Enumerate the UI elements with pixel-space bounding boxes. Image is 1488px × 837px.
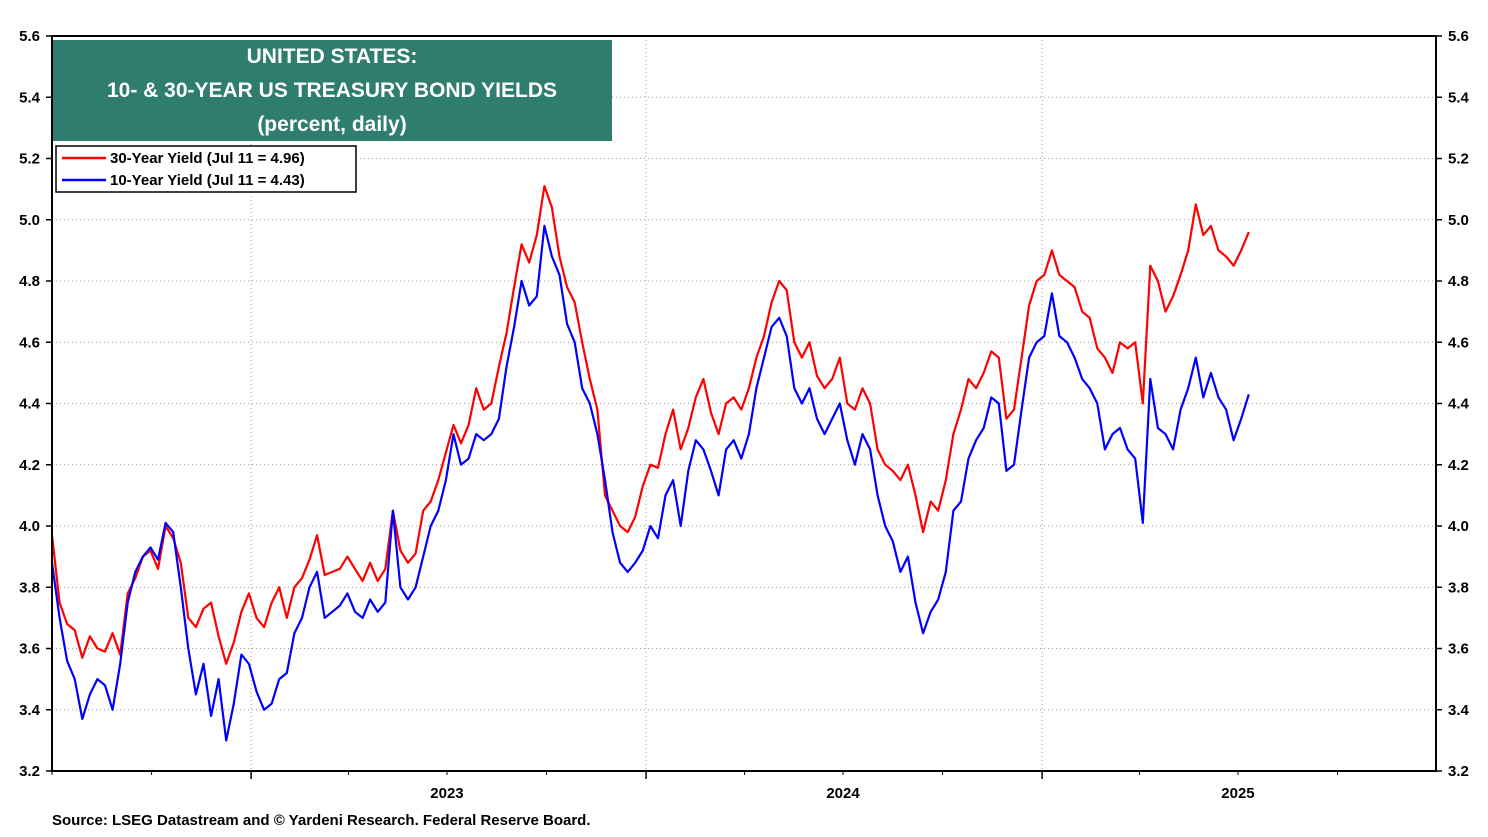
y-tick-label-left: 5.4 [19, 89, 41, 106]
title-box: UNITED STATES: 10- & 30-YEAR US TREASURY… [53, 40, 612, 141]
y-tick-label-right: 3.6 [1448, 641, 1469, 658]
x-tick-label: 2023 [430, 785, 463, 802]
y-tick-label-left: 5.2 [19, 151, 40, 168]
y-tick-label-right: 3.4 [1448, 702, 1470, 719]
y-tick-label-right: 4.0 [1448, 518, 1469, 535]
y-tick-label-left: 3.2 [19, 763, 40, 780]
legend-label-10-year: 10-Year Yield (Jul 11 = 4.43) [110, 172, 305, 189]
y-tick-label-right: 5.6 [1448, 28, 1469, 45]
legend-box [55, 145, 357, 193]
x-tick-label: 2025 [1221, 785, 1254, 802]
series-layer [50, 185, 1250, 742]
y-tick-label-left: 4.0 [19, 518, 40, 535]
series-line-30-year [50, 185, 1250, 665]
y-tick-label-right: 4.2 [1448, 457, 1469, 474]
y-tick-label-right: 3.8 [1448, 579, 1469, 596]
y-tick-label-left: 3.8 [19, 579, 40, 596]
y-tick-label-left: 4.8 [19, 273, 40, 290]
y-tick-label-left: 4.6 [19, 334, 40, 351]
y-tick-label-left: 3.4 [19, 702, 41, 719]
y-tick-label-right: 4.6 [1448, 334, 1469, 351]
y-tick-label-left: 4.4 [19, 396, 41, 413]
source-note: Source: LSEG Datastream and © Yardeni Re… [52, 812, 591, 829]
y-axis-left: 3.2 3.4 3.6 3.8 4.0 4.2 4.4 4.6 4.8 5.0 5.2 5.4 5.6 [19, 28, 52, 780]
x-tick-label: 2024 [826, 785, 860, 802]
y-tick-label-right: 4.4 [1448, 396, 1470, 413]
y-axis-right: 3.2 3.4 3.6 3.8 4.0 4.2 4.4 4.6 4.8 5.0 5.2 5.4 5.6 [1436, 28, 1470, 780]
chart-title-line-3: (percent, daily) [257, 113, 406, 136]
y-tick-label-right: 3.2 [1448, 763, 1469, 780]
y-tick-label-right: 5.0 [1448, 212, 1469, 229]
y-tick-label-right: 5.2 [1448, 151, 1469, 168]
y-tick-label-right: 4.8 [1448, 273, 1469, 290]
title-background [53, 40, 612, 141]
y-tick-label-left: 5.0 [19, 212, 40, 229]
y-tick-label-right: 5.4 [1448, 89, 1470, 106]
y-tick-label-left: 4.2 [19, 457, 40, 474]
series-line-10-year [50, 224, 1250, 742]
legend-label-30-year: 30-Year Yield (Jul 11 = 4.96) [110, 150, 305, 167]
legend: 30-Year Yield (Jul 11 = 4.96) 10-Year Yi… [55, 145, 357, 193]
y-tick-label-left: 3.6 [19, 641, 40, 658]
x-axis: 2023 2024 2025 [51, 771, 1339, 802]
y-tick-label-left: 5.6 [19, 28, 40, 45]
chart-title-line-2: 10- & 30-YEAR US TREASURY BOND YIELDS [107, 79, 557, 102]
chart-title-line-1: UNITED STATES: [247, 45, 418, 68]
